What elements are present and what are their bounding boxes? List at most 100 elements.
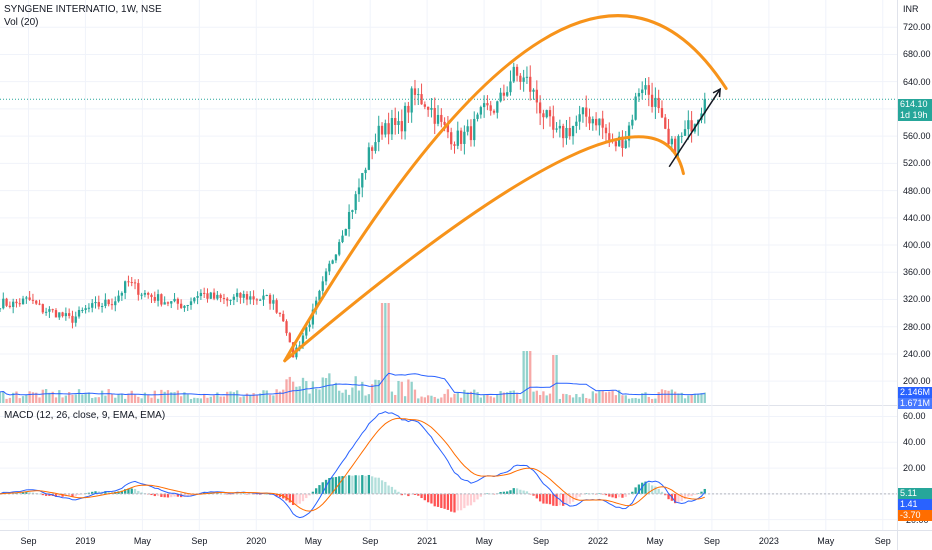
macd-histogram [0, 474, 706, 513]
histogram-bar [700, 491, 703, 494]
histogram-bar [156, 493, 160, 496]
candle-body [183, 305, 186, 308]
volume-bar [64, 395, 68, 403]
candle-body [367, 147, 371, 170]
candle-body [242, 294, 245, 298]
volume-bar [61, 397, 64, 403]
volume-bar [163, 391, 166, 403]
volume-bar [703, 392, 706, 403]
histogram-bar [420, 493, 423, 499]
histogram-bar [509, 490, 512, 494]
volume-bar [239, 397, 242, 403]
candle-body [150, 294, 153, 298]
curve-annotation [283, 14, 728, 363]
histogram-bar [278, 493, 282, 498]
candle-body [44, 311, 48, 313]
volume-bar [469, 391, 473, 403]
time-tick-label: May [646, 536, 664, 546]
volume-bar [545, 395, 548, 403]
macd-tick-label: 60.00 [903, 411, 926, 422]
volume-bar [700, 393, 703, 403]
candle-body [403, 105, 407, 132]
histogram-bar [397, 491, 400, 494]
candle-body [0, 308, 2, 310]
volume-bar [403, 396, 407, 403]
candle-body [305, 327, 308, 336]
histogram-bar [331, 477, 334, 494]
candle-body [133, 282, 137, 284]
candle-body [222, 298, 226, 300]
candle-body [272, 300, 275, 304]
candle-body [433, 107, 436, 124]
volume-bar [176, 390, 179, 403]
volume-bar [298, 386, 301, 403]
histogram-bar [380, 480, 384, 494]
histogram-bar [644, 481, 647, 494]
volume-bar [160, 389, 163, 403]
candle-body [647, 85, 650, 95]
candle-body [489, 105, 492, 111]
histogram-bar [68, 493, 71, 497]
volume-bar [156, 398, 160, 403]
macd-legend: MACD (12, 26, close, 9, EMA, EMA) [4, 410, 166, 421]
volume-bar [532, 391, 535, 403]
candle-body [81, 309, 84, 311]
volume-bar [512, 390, 515, 403]
candle-body [216, 294, 219, 299]
candle-body [558, 125, 562, 129]
histogram-bar [469, 493, 473, 506]
histogram-bar [387, 485, 390, 494]
volume-bar [123, 398, 127, 403]
candle-body [529, 76, 532, 92]
volume-bar [41, 389, 44, 403]
histogram-bar [97, 491, 100, 494]
volume-bar [2, 391, 5, 403]
volume-bar [598, 390, 601, 403]
volume-bar [344, 389, 347, 403]
volume-bar [97, 397, 100, 403]
candle-body [18, 303, 21, 305]
volume-bar [387, 303, 390, 403]
candle-body [637, 93, 641, 97]
candle-body [153, 297, 156, 301]
candle-body [608, 133, 611, 141]
candle-body [430, 107, 433, 110]
volume-bar [143, 392, 147, 403]
histogram-bar [614, 493, 618, 499]
volume-bar [216, 392, 219, 403]
volume-bar [338, 390, 341, 403]
candle-body [212, 292, 216, 299]
candle-body [5, 298, 8, 306]
histogram-bar [212, 492, 216, 494]
volume-bar [18, 398, 21, 403]
volume-bar [189, 398, 193, 403]
histogram-bar [529, 493, 532, 495]
volume-bar [515, 393, 519, 403]
candle-body [94, 302, 97, 304]
candle-body [209, 292, 212, 299]
histogram-bar [183, 493, 186, 498]
volume-bar [229, 391, 232, 403]
candle-body [555, 128, 558, 130]
candle-body [259, 299, 262, 301]
volume-bar [130, 390, 133, 403]
volume-bar [140, 398, 143, 403]
volume-bar [502, 392, 506, 403]
candle-body [532, 89, 535, 92]
volume-bar [31, 392, 35, 403]
histogram-bar [621, 493, 624, 498]
histogram-bar [18, 493, 21, 494]
candle-body [74, 316, 77, 323]
histogram-bar [654, 486, 657, 494]
volume-bar [120, 393, 124, 403]
candle-body [61, 312, 64, 317]
histogram-bar [575, 493, 578, 500]
histogram-bar [394, 489, 397, 494]
candle-body [189, 301, 193, 306]
candle-body [571, 126, 575, 137]
volume-bar [110, 393, 114, 403]
time-tick-label: May [475, 536, 493, 546]
candle-body [426, 106, 430, 110]
volume-bar [463, 389, 466, 403]
